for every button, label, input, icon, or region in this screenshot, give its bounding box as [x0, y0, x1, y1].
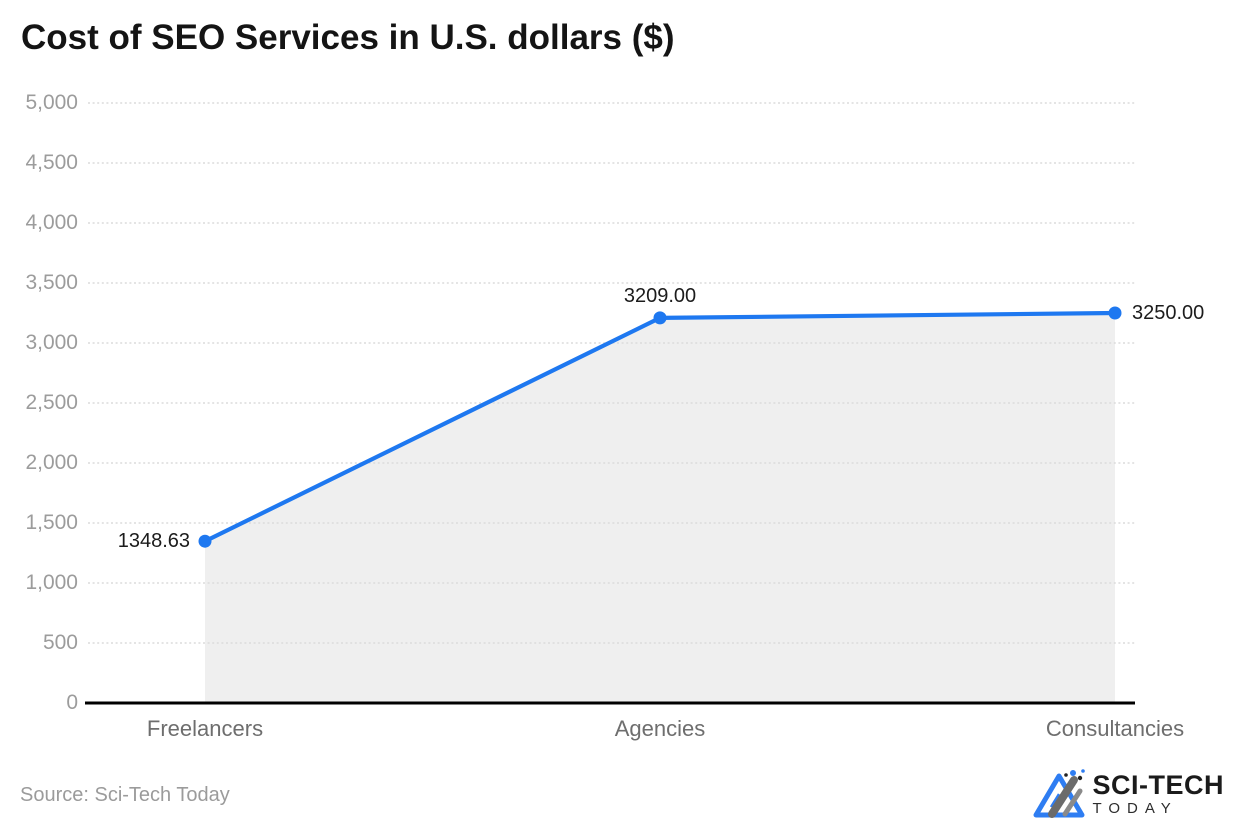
y-tick-label: 2,500 — [25, 391, 78, 414]
data-point — [653, 311, 667, 325]
y-tick-label: 1,000 — [25, 571, 78, 594]
sci-tech-logo-icon — [1033, 769, 1085, 818]
y-tick-label: 4,000 — [25, 211, 78, 234]
sci-tech-today-logo: SCI-TECH TODAY — [1032, 767, 1225, 821]
source-note: Source: Sci-Tech Today — [20, 784, 230, 806]
y-tick-label: 4,500 — [25, 151, 78, 174]
y-tick-label: 500 — [42, 631, 78, 654]
y-tick-label: 3,000 — [25, 331, 78, 354]
point-value-label: 3250.00 — [1132, 302, 1205, 324]
x-tick-label: Agencies — [614, 716, 706, 741]
x-tick-label: Freelancers — [146, 716, 264, 741]
y-tick-label: 3,500 — [25, 271, 78, 294]
point-value-label: 3209.00 — [623, 284, 697, 307]
y-tick-label: 0 — [66, 691, 78, 714]
logo-wordmark: SCI-TECH — [1092, 770, 1224, 800]
chart-title: Cost of SEO Services in U.S. dollars ($) — [21, 18, 675, 57]
x-tick-label: Consultancies — [1045, 716, 1185, 741]
logo-wordmark-secondary: TODAY — [1092, 800, 1178, 817]
series-area-fill — [205, 313, 1115, 703]
data-point — [1108, 306, 1122, 320]
y-tick-label: 5,000 — [25, 91, 78, 114]
point-value-label: 1348.63 — [117, 530, 190, 553]
data-point — [198, 534, 212, 548]
y-tick-label: 2,000 — [25, 451, 78, 474]
y-tick-label: 1,500 — [25, 511, 78, 534]
